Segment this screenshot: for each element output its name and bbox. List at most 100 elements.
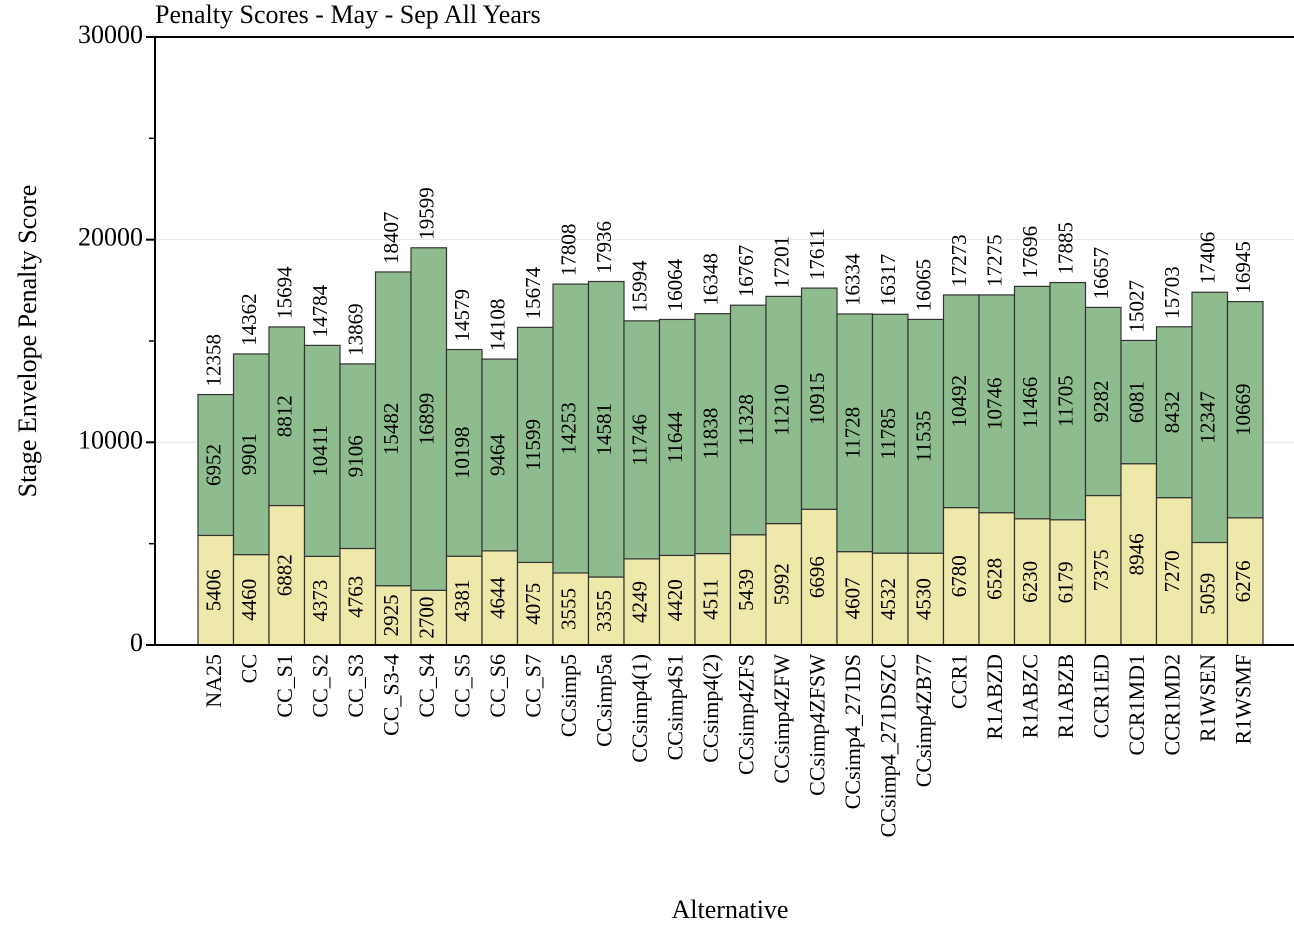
bar-segment xyxy=(1084,494,1122,646)
value-label: 6081 xyxy=(1125,381,1149,423)
x-tick-label: CCR1MD1 xyxy=(1124,654,1149,755)
total-label: 17275 xyxy=(983,234,1007,287)
value-label: 4249 xyxy=(628,581,652,623)
x-tick-label: CCR1ED xyxy=(1088,654,1113,738)
x-tick-label: CCR1MD2 xyxy=(1159,654,1184,755)
bar-segment xyxy=(339,363,377,550)
bar-segment xyxy=(907,318,945,554)
value-label: 6528 xyxy=(983,558,1007,600)
bar-segment xyxy=(1226,517,1264,646)
x-tick-label: CC_S3 xyxy=(343,654,368,718)
bar-segment xyxy=(410,589,448,646)
bar-segment xyxy=(1084,306,1122,497)
value-label: 11838 xyxy=(699,408,723,460)
total-label: 15994 xyxy=(628,260,652,313)
value-label: 15482 xyxy=(379,403,403,456)
bar-segment xyxy=(836,313,874,553)
bar-segment xyxy=(978,294,1016,514)
total-label: 17406 xyxy=(1196,232,1220,285)
value-label: 12347 xyxy=(1196,391,1220,444)
value-label: 4460 xyxy=(237,579,261,621)
value-label: 9106 xyxy=(344,435,368,477)
total-label: 14784 xyxy=(308,284,332,337)
total-label: 18407 xyxy=(379,211,403,264)
value-label: 4075 xyxy=(521,583,545,625)
value-label: 10915 xyxy=(805,372,829,425)
value-label: 9901 xyxy=(237,433,261,475)
x-tick-label: CC_S2 xyxy=(307,654,332,718)
bar-segment xyxy=(303,344,341,557)
value-label: 10669 xyxy=(1231,383,1255,436)
total-label: 12358 xyxy=(202,334,226,387)
value-label: 11746 xyxy=(628,414,652,466)
x-tick-label: CCsimp4ZB77 xyxy=(911,654,936,787)
bar-segment xyxy=(268,504,306,646)
bar-segment xyxy=(1226,300,1264,519)
x-tick-label: CC_S3-4 xyxy=(378,654,403,736)
x-tick-label: CCsimp4(1) xyxy=(627,654,652,763)
total-label: 16065 xyxy=(912,259,936,312)
bar-segment xyxy=(410,247,448,591)
x-tick-label: R1ABZD xyxy=(982,654,1007,740)
y-tick-label: 0 xyxy=(130,628,143,657)
total-label: 17696 xyxy=(1018,226,1042,279)
value-label: 14581 xyxy=(592,403,616,456)
bar-segment xyxy=(1120,463,1158,646)
total-label: 13869 xyxy=(344,303,368,356)
value-label: 7375 xyxy=(1089,549,1113,591)
bar-segment xyxy=(942,294,980,509)
value-label: 6276 xyxy=(1231,560,1255,602)
bar-segment xyxy=(694,313,732,555)
value-label: 5406 xyxy=(202,569,226,611)
value-label: 5059 xyxy=(1196,573,1220,615)
bar-segment xyxy=(481,358,519,552)
total-label: 17936 xyxy=(592,221,616,274)
x-tick-label: CCsimp4ZFSW xyxy=(804,654,829,796)
bar-segment xyxy=(623,320,661,560)
value-label: 7270 xyxy=(1160,550,1184,592)
total-label: 17885 xyxy=(1054,222,1078,275)
x-tick-label: R1ABZB xyxy=(1053,654,1078,738)
y-axis-label: Stage Envelope Penalty Score xyxy=(13,185,42,498)
x-tick-label: CC xyxy=(236,654,261,683)
value-label: 11705 xyxy=(1054,375,1078,427)
y-tick-label: 30000 xyxy=(78,20,143,49)
value-label: 10746 xyxy=(983,378,1007,431)
value-label: 6179 xyxy=(1054,561,1078,603)
x-tick-label: CCsimp4_271DS xyxy=(840,654,865,809)
bar-segment xyxy=(303,555,341,646)
chart-title: Penalty Scores - May - Sep All Years xyxy=(155,0,541,29)
value-label: 11728 xyxy=(841,407,865,459)
value-label: 3355 xyxy=(592,590,616,632)
x-tick-label: CCsimp4(2) xyxy=(698,654,723,763)
value-label: 5439 xyxy=(734,569,758,611)
total-label: 16348 xyxy=(699,253,723,306)
value-label: 8432 xyxy=(1160,391,1184,433)
total-label: 15027 xyxy=(1125,280,1149,333)
x-tick-label: CC_S7 xyxy=(520,654,545,718)
value-label: 10198 xyxy=(450,427,474,480)
bar-segment xyxy=(197,393,235,537)
value-label: 9464 xyxy=(486,433,510,476)
value-label: 4532 xyxy=(876,578,900,620)
bar-segment xyxy=(623,558,661,646)
bar-segment xyxy=(587,280,625,578)
value-label: 6882 xyxy=(273,554,297,596)
total-label: 16334 xyxy=(841,253,865,306)
value-label: 8946 xyxy=(1125,533,1149,575)
total-label: 15703 xyxy=(1160,266,1184,319)
bar-segment xyxy=(374,271,412,587)
value-label: 6696 xyxy=(805,556,829,598)
bar-segment xyxy=(658,554,696,646)
x-tick-label: CC_S4 xyxy=(414,654,439,718)
x-tick-label: CCsimp4ZFS xyxy=(733,654,758,775)
x-axis-label: Alternative xyxy=(672,895,789,924)
value-label: 4511 xyxy=(699,579,723,620)
bar-segment xyxy=(1191,291,1229,544)
total-label: 16657 xyxy=(1089,247,1113,300)
total-label: 15694 xyxy=(273,266,297,319)
total-label: 17201 xyxy=(770,236,794,289)
value-label: 4530 xyxy=(912,578,936,620)
x-tick-label: CCsimp4_271DSZC xyxy=(875,654,900,837)
